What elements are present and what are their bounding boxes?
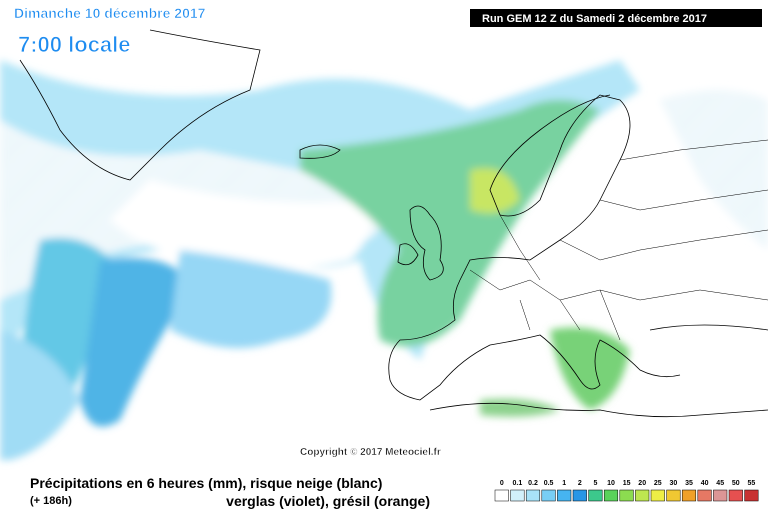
coastlines [19, 29, 768, 418]
footer-title: Précipitations en 6 heures (mm), risque … [30, 475, 382, 491]
legend-swatch [494, 489, 509, 502]
run-box [470, 9, 762, 27]
legend-label: 2 [578, 480, 582, 487]
legend-label: 35 [685, 480, 693, 487]
legend-label: 15 [623, 480, 631, 487]
legend-swatch [510, 489, 525, 502]
legend-label: 0.5 [544, 480, 554, 487]
legend-label: 55 [748, 480, 756, 487]
legend-swatch [650, 489, 665, 502]
legend-label: 25 [654, 480, 662, 487]
legend-swatch [697, 489, 712, 502]
legend: 0 0.1 0.2 0.5 1 2 5 10 15 20 25 30 35 40 45 50 55 [494, 480, 759, 502]
legend-label: 0.2 [528, 480, 538, 487]
legend-swatch [744, 489, 759, 502]
legend-swatch [557, 489, 572, 502]
legend-swatch [525, 489, 541, 502]
legend-swatch [541, 489, 556, 502]
legend-label: 10 [607, 480, 615, 487]
legend-swatch [681, 489, 697, 502]
legend-swatch [635, 489, 650, 502]
copyright: Copyright © 2017 Meteociel.fr [300, 447, 441, 458]
legend-label: 1 [562, 480, 566, 487]
legend-swatch [728, 489, 743, 502]
map [0, 29, 768, 460]
footer-subtitle: verglas (violet), grésil (orange) [226, 493, 430, 509]
legend-label: 40 [701, 480, 709, 487]
legend-swatch [588, 489, 603, 502]
run-label: Run GEM 12 Z du Samedi 2 décembre 2017 [482, 13, 707, 25]
legend-swatch [666, 489, 681, 502]
legend-swatch [713, 489, 728, 502]
legend-label: 30 [670, 480, 678, 487]
footer-lead: (+ 186h) [30, 495, 72, 507]
legend-label: 5 [593, 480, 597, 487]
legend-swatch [572, 489, 587, 502]
legend-label: 20 [638, 480, 646, 487]
legend-label: 45 [716, 480, 724, 487]
map-time: 7:00 locale [18, 32, 131, 57]
legend-label: 0 [500, 480, 504, 487]
map-date: Dimanche 10 décembre 2017 [14, 5, 206, 21]
legend-label: 50 [732, 480, 740, 487]
legend-label: 0.1 [513, 480, 523, 487]
legend-swatch [619, 489, 634, 502]
borders [469, 139, 768, 341]
precipitation [0, 60, 768, 460]
legend-swatch [603, 489, 619, 502]
